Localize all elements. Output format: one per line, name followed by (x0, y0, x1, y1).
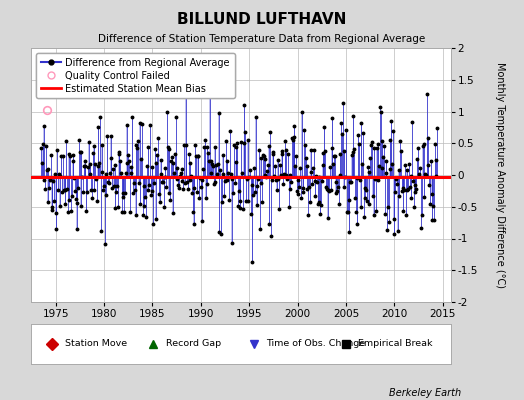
Text: Time of Obs. Change: Time of Obs. Change (266, 340, 365, 348)
Text: BILLUND LUFTHAVN: BILLUND LUFTHAVN (177, 12, 347, 27)
Text: Empirical Break: Empirical Break (358, 340, 433, 348)
Text: Berkeley Earth: Berkeley Earth (389, 388, 461, 398)
Text: Station Move: Station Move (65, 340, 127, 348)
Y-axis label: Monthly Temperature Anomaly Difference (°C): Monthly Temperature Anomaly Difference (… (495, 62, 505, 288)
Text: Record Gap: Record Gap (166, 340, 221, 348)
Legend: Difference from Regional Average, Quality Control Failed, Estimated Station Mean: Difference from Regional Average, Qualit… (36, 53, 235, 98)
Text: Difference of Station Temperature Data from Regional Average: Difference of Station Temperature Data f… (99, 34, 425, 44)
